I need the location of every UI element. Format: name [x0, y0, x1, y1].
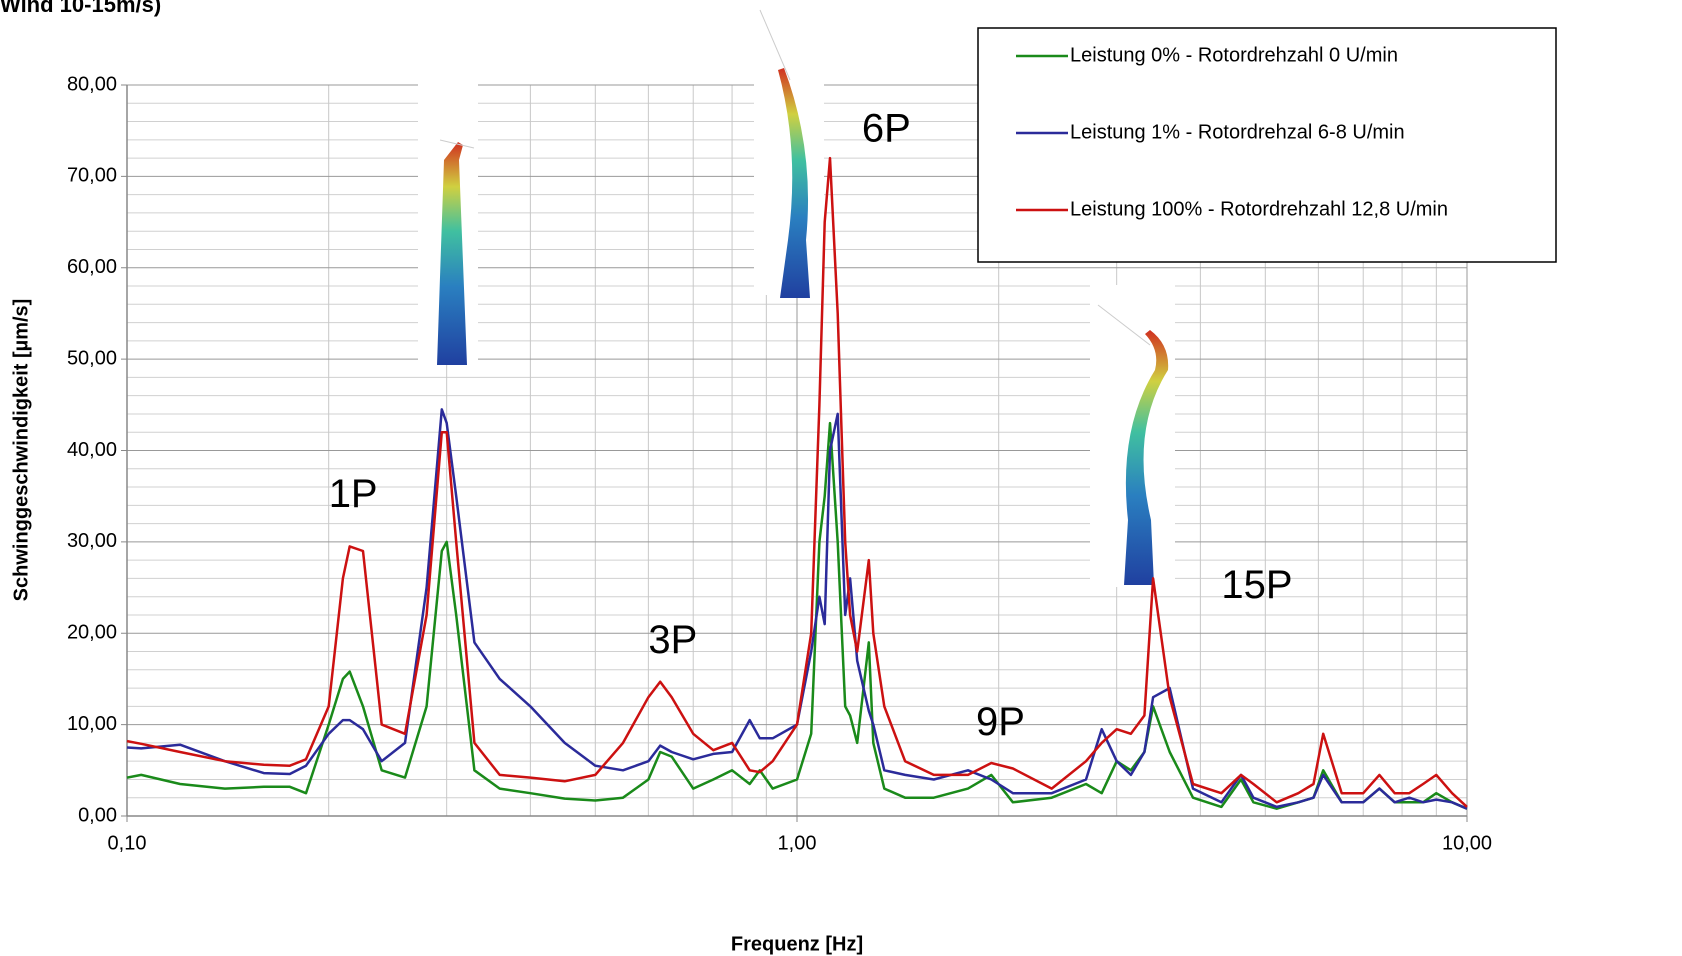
- y-tick-label: 20,00: [67, 622, 117, 644]
- legend-label: Leistung 100% - Rotordrehzahl 12,8 U/min: [1070, 198, 1448, 220]
- annotation: 6P: [862, 106, 911, 150]
- y-tick-label: 40,00: [67, 439, 117, 461]
- y-tick-label: 10,00: [67, 713, 117, 735]
- x-tick-label: 1,00: [778, 832, 817, 854]
- legend-label: Leistung 1% - Rotordrehzal 6-8 U/min: [1070, 121, 1405, 143]
- y-axis-label: Schwinggeschwindigkeit [µm/s]: [10, 299, 32, 602]
- annotation: 3P: [648, 618, 697, 662]
- legend-label: Leistung 0% - Rotordrehzahl 0 U/min: [1070, 44, 1398, 66]
- x-axis-label: Frequenz [Hz]: [731, 933, 863, 955]
- y-tick-label: 80,00: [67, 73, 117, 95]
- annotation: 15P: [1221, 563, 1292, 607]
- chart: Wind 10-15m/s) 0,00 10,00 20,00 30,00 40,00 5…: [0, 0, 1682, 956]
- page: Wind 10-15m/s) 0,00 10,00 20,00 30,00 40,00 5…: [0, 0, 1682, 956]
- y-tick-label: 50,00: [67, 347, 117, 369]
- y-tick-label: 60,00: [67, 256, 117, 278]
- y-tick-label: 0,00: [78, 804, 117, 826]
- x-tick-label: 10,00: [1442, 832, 1492, 854]
- y-tick-label: 30,00: [67, 530, 117, 552]
- annotation: 9P: [976, 700, 1025, 744]
- annotation: 1P: [329, 472, 378, 516]
- y-tick-label: 70,00: [67, 165, 117, 187]
- chart-title: Wind 10-15m/s): [0, 0, 161, 17]
- x-tick-label: 0,10: [108, 832, 147, 854]
